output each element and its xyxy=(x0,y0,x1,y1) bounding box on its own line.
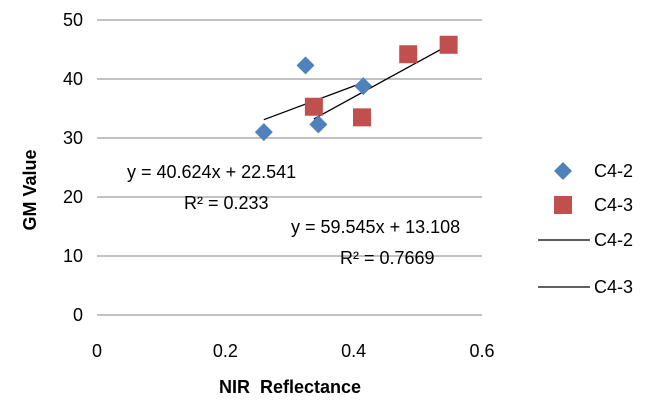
trendline-r2-c4-3: R² = 0.7669 xyxy=(340,248,435,268)
legend-marker-c4-3 xyxy=(554,196,572,214)
data-point-c4-3 xyxy=(399,45,418,64)
x-tick-label: 0.4 xyxy=(341,341,366,361)
legend-label: C4-2 xyxy=(594,161,633,181)
y-tick-label: 20 xyxy=(63,187,83,207)
data-point-c4-2 xyxy=(254,123,273,142)
y-tick-label: 0 xyxy=(73,305,83,325)
data-point-c4-3 xyxy=(353,108,372,127)
trendline-equation-c4-3: y = 59.545x + 13.108 xyxy=(291,217,460,237)
y-tick-label: 40 xyxy=(63,69,83,89)
x-tick-label: 0 xyxy=(92,341,102,361)
tick-labels: 0 10 20 30 40 50 0 0.2 0.4 0.6 xyxy=(63,10,495,361)
legend-marker-c4-2 xyxy=(554,162,572,180)
y-tick-label: 30 xyxy=(63,128,83,148)
legend-label: C4-2 xyxy=(594,230,633,250)
trendline-r2-c4-2: R² = 0.233 xyxy=(184,193,269,213)
x-axis-title: NIR Reflectance xyxy=(219,377,361,397)
data-point-c4-3 xyxy=(304,97,323,116)
y-tick-label: 50 xyxy=(63,10,83,30)
data-point-c4-2 xyxy=(296,56,315,75)
y-tick-label: 10 xyxy=(63,246,83,266)
legend-label: C4-3 xyxy=(594,277,633,297)
data-point-c4-2 xyxy=(309,115,328,134)
trendline-equation-c4-2: y = 40.624x + 22.541 xyxy=(127,162,296,182)
x-tick-label: 0.6 xyxy=(469,341,494,361)
grid-lines xyxy=(97,19,482,257)
data-point-c4-3 xyxy=(439,35,458,54)
trendline-c4-3 xyxy=(313,44,449,120)
legend: C4-2 C4-3 C4-2 C4-3 xyxy=(538,161,633,297)
data-point-c4-2 xyxy=(354,77,373,96)
trendline-annotations: y = 40.624x + 22.541 R² = 0.233 y = 59.5… xyxy=(127,162,460,268)
y-axis-title: GM Value xyxy=(20,149,40,230)
legend-label: C4-3 xyxy=(594,195,633,215)
data-points xyxy=(254,35,458,142)
x-tick-label: 0.2 xyxy=(213,341,238,361)
